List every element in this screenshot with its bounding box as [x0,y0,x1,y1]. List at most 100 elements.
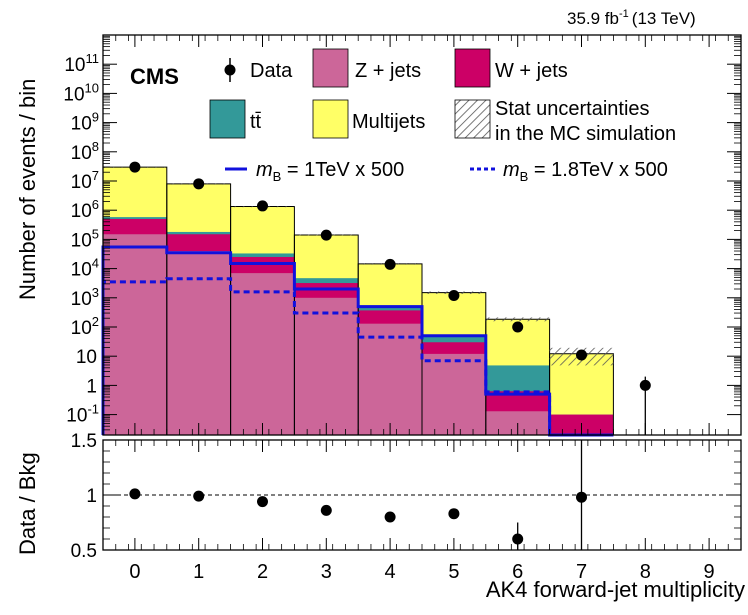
main-ytick-label-1: 1 [86,376,97,397]
main-ytick-label-base: 10 [63,84,84,105]
main-ytick-label-base: 10 [71,114,92,135]
experiment-label: CMS [130,64,179,89]
data-point-bin-6 [512,321,524,333]
legend-entry-wjets: W + jets [454,48,568,88]
main-ytick-label-9: 108 [71,139,99,164]
main-ytick-label-12: 1011 [64,51,99,76]
legend-wjets-label: W + jets [495,60,568,82]
main-ytick-label-base: 10 [64,55,85,76]
legend: Data Z + jets W + jets tt̄ Multijets Sta… [209,48,676,184]
main-ytick-label-11: 1010 [63,80,99,105]
stack-bar-z-jets-bin-1 [166,251,231,435]
main-ytick-label-2: 10 [76,347,97,368]
legend-entry-stat: Stat uncertainties in the MC simulation [454,98,676,145]
data-point-bin-4 [384,258,396,270]
legend-entry-signal-1tev: mB = 1TeV x 500 [225,159,404,184]
ratio-xtick-label-0: 0 [129,561,140,583]
legend-stat-label-line2: in the MC simulation [495,123,676,145]
ratio-xtick-label-4: 4 [385,561,396,583]
main-ytick-label-base: 1 [86,376,97,397]
main-ytick-label-10: 109 [71,110,99,135]
legend-ttbar-swatch [209,99,246,139]
legend-entry-ttbar: tt̄ [209,99,262,139]
ratio-xtick-label-1: 1 [193,561,204,583]
ratio-point-6 [512,533,524,545]
data-point-bin-7 [576,349,587,361]
main-ytick-label-7: 106 [71,197,99,222]
main-ytick-label-3: 102 [71,314,99,339]
ratio-point-4 [384,511,396,523]
data-point-bin-1 [193,178,205,190]
stack-bar-z-jets-bin-3 [294,297,359,435]
legend-entry-data: Data [224,58,293,82]
main-ytick-label-exp: 4 [92,256,99,271]
ratio-point-1 [193,490,205,502]
main-ytick-label-exp: 6 [92,197,99,212]
main-ytick-label-exp: 8 [92,139,99,154]
signal-line-1 [101,277,614,437]
legend-zjets-swatch [312,48,349,88]
ratio-xtick-label-2: 2 [257,561,268,583]
legend-signal-1tev-label: mB = 1TeV x 500 [256,159,404,184]
data-point-bin-2 [257,200,268,212]
stack-bar-z-jets-bin-5 [422,353,486,435]
ratio-xtick-label-6: 6 [512,561,523,583]
ratio-point-5 [448,508,460,520]
legend-zjets-label: Z + jets [355,60,421,82]
main-ytick-label-base: 10 [71,230,92,251]
legend-multijets-label: Multijets [352,111,425,133]
ratio-xtick-label-5: 5 [448,561,459,583]
main-ytick-label-base: 10 [71,172,92,193]
main-ytick-label-exp: 3 [92,285,99,300]
ratio-xlabel: AK4 forward-jet multiplicity [486,577,745,602]
legend-stat-label-line1: Stat uncertainties [495,98,650,120]
legend-data-label: Data [250,60,293,82]
legend-data-marker [224,64,236,76]
stat-uncertainty-band-bin-6 [485,317,550,322]
main-ytick-label-exp: 11 [86,51,100,66]
legend-multijets-swatch [312,99,349,139]
main-ytick-label-5: 104 [71,256,99,281]
ratio-point-0 [129,488,141,500]
ratio-point-3 [320,504,332,516]
ratio-panel: 0.5 1 1.5 0 1 2 3 4 5 6 7 8 9 [71,431,742,583]
ratio-xtick-label-7: 7 [576,561,587,583]
main-ytick-label-exp: 2 [92,314,99,329]
main-ytick-label-base: 10 [71,201,92,222]
main-ytick-label-base: 10 [71,318,92,339]
legend-entry-signal-1p8tev: mB = 1.8TeV x 500 [470,159,668,184]
data-point-bin-5 [448,289,460,301]
ratio-xtick-label-8: 8 [640,561,651,583]
main-ylabel: Number of events / bin [15,79,40,300]
ratio-ylabel: Data / Bkg [15,452,40,555]
main-ytick-label-base: 10 [66,406,87,427]
signal-line-0 [101,245,614,437]
ratio-ytick-label-0: 0.5 [71,541,97,562]
main-ytick-label-6: 105 [71,226,99,251]
ratio-xtick-label-9: 9 [704,561,715,583]
main-ytick-label-exp: 10 [85,80,99,95]
legend-entry-multijets: Multijets [312,99,425,139]
main-ytick-label-base: 10 [71,260,92,281]
legend-signal-1p8tev-label: mB = 1.8TeV x 500 [503,159,668,184]
main-ytick-label-exp: -1 [87,402,99,417]
main-ytick-label-exp: 9 [92,110,99,125]
main-ytick-label-base: 10 [76,347,97,368]
legend-entry-zjets: Z + jets [312,48,421,88]
main-ytick-label-base: 10 [71,289,92,310]
lumi-label: 35.9 fb-1 (13 TeV) [567,8,696,28]
main-ytick-label-base: 10 [71,143,92,164]
data-point-bin-0 [129,161,141,173]
legend-ttbar-label: tt̄ [250,111,262,133]
data-point-bin-8 [639,379,651,391]
main-ytick-label-exp: 5 [92,226,99,241]
data-point-bin-3 [320,229,332,241]
main-ytick-label-4: 103 [71,285,99,310]
main-ytick-label-0: 10-1 [66,402,99,427]
ratio-point-2 [257,496,268,508]
legend-wjets-swatch [454,48,491,88]
stack-bar-z-jets-bin-0 [103,234,167,435]
main-ytick-label-exp: 7 [92,168,99,183]
